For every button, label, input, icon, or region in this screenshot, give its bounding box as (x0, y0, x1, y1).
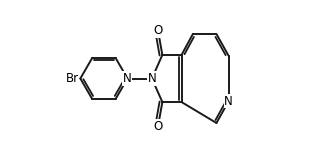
Text: N: N (123, 72, 132, 85)
Text: N: N (224, 95, 233, 108)
Text: N: N (147, 72, 156, 85)
Text: Br: Br (66, 72, 78, 85)
Text: O: O (153, 120, 163, 133)
Text: O: O (153, 24, 163, 37)
